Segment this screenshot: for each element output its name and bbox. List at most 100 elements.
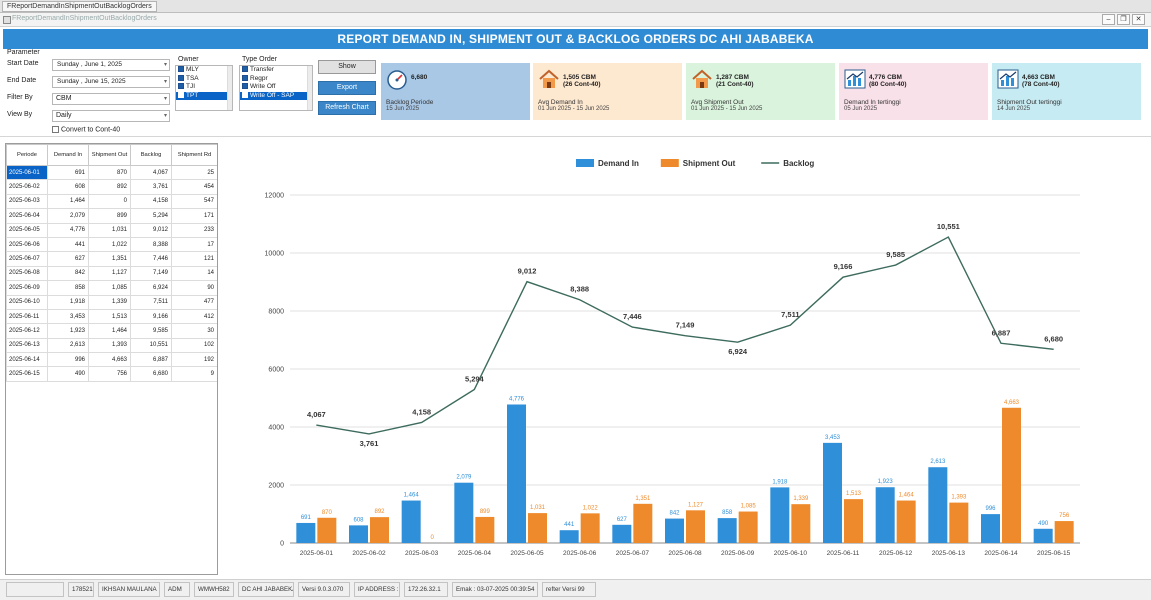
table-cell[interactable]: 477 [171, 294, 217, 310]
owner-list[interactable]: MLY TSA TJI TPT [175, 65, 233, 111]
table-cell[interactable]: 6,680 [130, 366, 172, 382]
table-cell[interactable]: 2025-06-05 [6, 222, 48, 238]
table-cell[interactable]: 2025-06-08 [6, 265, 48, 282]
owner-item[interactable]: MLY [176, 66, 232, 75]
table-cell[interactable]: 6,887 [130, 352, 172, 368]
column-header[interactable]: Periode [6, 144, 48, 166]
table-row[interactable]: 2025-06-06 441 1,022 8,388 17 [6, 236, 217, 253]
type-order-item[interactable]: Write Off - SAP [240, 91, 312, 100]
table-cell[interactable]: 192 [171, 352, 217, 368]
checkbox-checked-icon[interactable] [178, 83, 184, 90]
table-cell[interactable]: 2025-06-01 [6, 164, 48, 181]
table-cell[interactable]: 14 [171, 265, 217, 282]
export-button[interactable]: Export [318, 81, 376, 95]
table-cell[interactable]: 3,761 [130, 179, 172, 195]
table-row[interactable]: 2025-06-08 842 1,127 7,149 14 [6, 265, 217, 282]
table-cell[interactable]: 756 [88, 366, 131, 382]
table-cell[interactable]: 4,067 [130, 164, 172, 181]
table-cell[interactable]: 1,339 [88, 294, 131, 310]
owner-scrollbar[interactable] [227, 66, 232, 110]
chevron-down-icon[interactable]: ▾ [163, 113, 167, 119]
table-cell[interactable]: 691 [47, 164, 89, 181]
table-cell[interactable]: 4,158 [130, 193, 172, 210]
table-row[interactable]: 2025-06-10 1,918 1,339 7,511 477 [6, 294, 217, 310]
checkbox-checked-icon[interactable] [178, 66, 184, 73]
table-cell[interactable]: 2025-06-07 [6, 251, 48, 267]
checkbox-checked-icon[interactable] [178, 74, 184, 81]
table-cell[interactable]: 2025-06-03 [6, 193, 48, 210]
table-cell[interactable]: 2025-06-12 [6, 323, 48, 339]
table-cell[interactable]: 1,393 [88, 337, 131, 354]
table-cell[interactable]: 5,294 [130, 208, 172, 224]
type-order-item[interactable]: Write Off [240, 83, 312, 92]
column-header[interactable]: Demand In [47, 144, 89, 166]
view-by-select[interactable]: Daily ▾ [52, 110, 170, 122]
table-cell[interactable]: 1,085 [88, 280, 131, 296]
table-cell[interactable]: 996 [47, 352, 89, 368]
table-cell[interactable]: 3,453 [47, 308, 89, 325]
checkbox-checked-icon[interactable] [178, 91, 184, 98]
table-cell[interactable]: 9,166 [130, 308, 172, 325]
table-cell[interactable]: 2025-06-14 [6, 352, 48, 368]
table-cell[interactable]: 102 [171, 337, 217, 354]
table-cell[interactable]: 4,776 [47, 222, 89, 238]
restore-icon[interactable]: ❐ [1117, 14, 1130, 25]
table-cell[interactable]: 858 [47, 280, 89, 296]
type-order-scrollbar[interactable] [307, 66, 312, 110]
checkbox-checked-icon[interactable] [242, 66, 248, 73]
checkbox-checked-icon[interactable] [242, 74, 248, 81]
type-order-item[interactable]: Transfer [240, 66, 312, 75]
table-row[interactable]: 2025-06-13 2,613 1,393 10,551 102 [6, 337, 217, 354]
table-cell[interactable]: 10,551 [130, 337, 172, 354]
table-cell[interactable]: 1,923 [47, 323, 89, 339]
table-cell[interactable]: 90 [171, 280, 217, 296]
table-row[interactable]: 2025-06-04 2,079 899 5,294 171 [6, 208, 217, 224]
table-cell[interactable]: 1,464 [47, 193, 89, 210]
table-cell[interactable]: 171 [171, 208, 217, 224]
table-cell[interactable]: 1,127 [88, 265, 131, 282]
table-cell[interactable]: 1,031 [88, 222, 131, 238]
table-cell[interactable]: 7,511 [130, 294, 172, 310]
table-cell[interactable]: 233 [171, 222, 217, 238]
table-row[interactable]: 2025-06-01 691 870 4,067 25 [6, 164, 217, 181]
start-date-picker[interactable]: Sunday , June 1, 2025 ▾ [52, 59, 170, 71]
table-row[interactable]: 2025-06-14 996 4,663 6,887 192 [6, 352, 217, 368]
table-cell[interactable]: 892 [88, 179, 131, 195]
table-cell[interactable]: 4,663 [88, 352, 131, 368]
table-cell[interactable]: 870 [88, 164, 131, 181]
owner-item[interactable]: TSA [176, 75, 232, 84]
data-grid[interactable]: Periode Demand In Shipment Out Backlog Shipm… [5, 143, 218, 575]
table-cell[interactable]: 454 [171, 179, 217, 195]
table-cell[interactable]: 30 [171, 323, 217, 339]
table-cell[interactable]: 25 [171, 164, 217, 181]
table-cell[interactable]: 1,351 [88, 251, 131, 267]
table-cell[interactable]: 2025-06-06 [6, 236, 48, 253]
checkbox-checked-icon[interactable] [242, 83, 248, 90]
table-row[interactable]: 2025-06-12 1,923 1,464 9,585 30 [6, 323, 217, 339]
column-header[interactable]: Backlog [130, 144, 172, 166]
table-cell[interactable]: 2025-06-13 [6, 337, 48, 354]
end-date-picker[interactable]: Sunday , June 15, 2025 ▾ [52, 76, 170, 88]
table-cell[interactable]: 441 [47, 236, 89, 253]
column-header[interactable]: Shipment Rd [171, 144, 217, 166]
column-header[interactable]: Shipment Out [88, 144, 131, 166]
filter-by-select[interactable]: CBM ▾ [52, 93, 170, 105]
table-row[interactable]: 2025-06-02 608 892 3,761 454 [6, 179, 217, 195]
table-cell[interactable]: 2,613 [47, 337, 89, 354]
table-row[interactable]: 2025-06-05 4,776 1,031 9,012 233 [6, 222, 217, 238]
show-button[interactable]: Show [318, 60, 376, 74]
owner-item[interactable]: TPT [176, 91, 232, 100]
table-cell[interactable]: 412 [171, 308, 217, 325]
table-cell[interactable]: 2025-06-11 [6, 308, 48, 325]
table-cell[interactable]: 7,149 [130, 265, 172, 282]
table-cell[interactable]: 9,585 [130, 323, 172, 339]
table-cell[interactable]: 17 [171, 236, 217, 253]
table-cell[interactable]: 9 [171, 366, 217, 382]
table-cell[interactable]: 608 [47, 179, 89, 195]
table-cell[interactable]: 2025-06-04 [6, 208, 48, 224]
table-cell[interactable]: 899 [88, 208, 131, 224]
table-row[interactable]: 2025-06-03 1,464 0 4,158 547 [6, 193, 217, 210]
table-cell[interactable]: 842 [47, 265, 89, 282]
table-row[interactable]: 2025-06-07 627 1,351 7,446 121 [6, 251, 217, 267]
table-cell[interactable]: 1,918 [47, 294, 89, 310]
